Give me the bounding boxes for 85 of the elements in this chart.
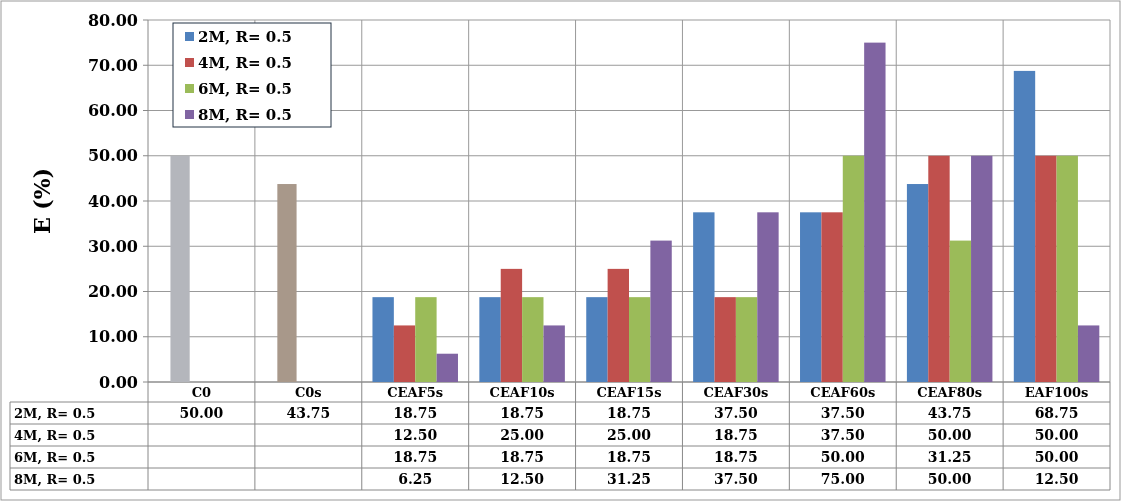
- x-tick-label: EAF100s: [1024, 385, 1089, 400]
- bar: [629, 297, 651, 382]
- data-label: 43.75: [286, 404, 331, 421]
- data-label: 31.25: [607, 470, 651, 487]
- y-tick-label: 0.00: [99, 372, 138, 392]
- text: 2M, R= 0.5: [14, 405, 96, 421]
- data-label: 31.25: [927, 448, 972, 465]
- x-tick-label: CEAF15s: [596, 385, 662, 400]
- data-label: 18.75: [607, 448, 651, 465]
- data-label: 12.50: [393, 426, 438, 443]
- bar: [864, 42, 886, 382]
- data-label: 25.00: [607, 426, 652, 443]
- y-tick-label: 20.00: [87, 282, 138, 302]
- bar: [735, 297, 758, 382]
- bar: [821, 212, 843, 382]
- data-label: 75.00: [820, 470, 865, 487]
- bar: [479, 297, 501, 382]
- bar: [372, 297, 394, 382]
- text: 4M, R= 0.5: [14, 427, 96, 443]
- data-label: 6.25: [398, 470, 433, 487]
- y-tick-label: 40.00: [87, 191, 138, 211]
- bar: [522, 297, 544, 382]
- y-tick-label: 30.00: [87, 236, 138, 256]
- bar: [1013, 70, 1036, 382]
- data-label: 18.75: [713, 426, 758, 443]
- bar: [650, 240, 672, 382]
- data-label: 18.75: [393, 404, 438, 421]
- x-tick-label: C0: [191, 385, 212, 400]
- data-label: 37.50: [713, 404, 759, 421]
- text: 8M, R= 0.5: [14, 471, 96, 487]
- data-label: 18.75: [500, 448, 545, 465]
- bar: [586, 297, 608, 382]
- bar: [714, 297, 736, 382]
- data-label: 18.75: [393, 448, 438, 465]
- bar: [928, 155, 950, 382]
- data-label: 50.00: [1034, 426, 1079, 443]
- data-label: 12.50: [1034, 470, 1079, 487]
- legend-label: 6M, R= 0.5: [198, 79, 292, 98]
- data-label: 50.00: [927, 426, 972, 443]
- y-tick-label: 60.00: [87, 101, 138, 121]
- data-label: 37.50: [820, 404, 865, 421]
- text: 6M, R= 0.5: [14, 449, 96, 465]
- x-tick-label: CEAF5s: [387, 385, 444, 400]
- x-tick-label: CEAF30s: [703, 385, 769, 400]
- bar: [757, 212, 779, 382]
- bar: [436, 353, 458, 382]
- bar: [842, 155, 865, 382]
- bar: [1056, 155, 1078, 382]
- legend-label: 8M, R= 0.5: [198, 105, 292, 124]
- y-tick-label: 50.00: [87, 146, 138, 166]
- bar: [1077, 325, 1100, 382]
- data-label: 37.50: [713, 470, 759, 487]
- x-tick-label: CEAF60s: [810, 385, 876, 400]
- y-tick-label: 70.00: [87, 55, 138, 75]
- bar: [1035, 155, 1057, 382]
- bar: [800, 212, 822, 382]
- data-label: 50.00: [927, 470, 972, 487]
- y-tick-label: 10.00: [87, 327, 138, 347]
- data-label: 50.00: [820, 448, 865, 465]
- data-label: 18.75: [713, 448, 758, 465]
- x-tick-label: CEAF80s: [917, 385, 983, 400]
- data-label: 18.75: [500, 404, 545, 421]
- data-label: 12.50: [500, 470, 545, 487]
- bar: [543, 325, 565, 382]
- legend-label: 2M, R= 0.5: [198, 27, 292, 46]
- bar: [415, 297, 437, 382]
- y-tick-label: 80.00: [87, 10, 138, 30]
- data-label: 37.50: [820, 426, 865, 443]
- bar: [906, 184, 929, 382]
- bar: [949, 240, 972, 382]
- legend-label: 4M, R= 0.5: [198, 53, 292, 72]
- bar: [693, 212, 715, 382]
- data-label: 43.75: [927, 404, 972, 421]
- data-label: 18.75: [607, 404, 651, 421]
- bar: [393, 325, 416, 382]
- bar: [971, 155, 993, 382]
- data-label: 50.00: [179, 404, 224, 421]
- bar: [500, 268, 523, 382]
- data-label: 25.00: [500, 426, 545, 443]
- data-label: 68.75: [1034, 404, 1079, 421]
- bar: [607, 268, 629, 382]
- data-label: 50.00: [1034, 448, 1079, 465]
- x-tick-label: C0s: [294, 385, 322, 400]
- y-axis-title: E (%): [29, 167, 55, 235]
- x-tick-label: CEAF10s: [489, 385, 555, 400]
